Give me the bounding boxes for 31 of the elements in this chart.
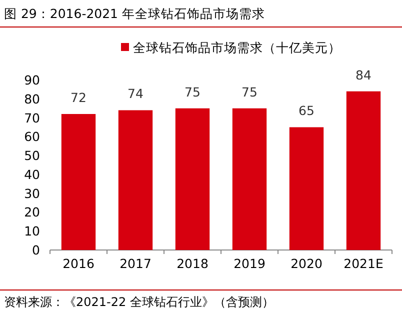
x-tick-label: 2020 <box>290 256 322 271</box>
y-tick-label: 60 <box>24 129 40 144</box>
y-tick-label: 70 <box>24 110 40 126</box>
data-label: 74 <box>128 86 144 102</box>
bar <box>61 114 96 250</box>
y-tick-label: 90 <box>24 72 40 88</box>
bar <box>118 110 153 250</box>
legend-label: 全球钻石饰品市场需求（十亿美元） <box>133 40 341 55</box>
bar <box>175 108 210 250</box>
data-label: 84 <box>356 67 372 82</box>
data-label: 72 <box>70 90 86 105</box>
y-tick-label: 30 <box>24 186 40 201</box>
bar <box>232 108 267 250</box>
y-tick-label: 20 <box>24 204 40 220</box>
x-tick-label: 2017 <box>120 256 152 271</box>
x-tick-label: 2016 <box>62 256 94 271</box>
data-label: 75 <box>184 84 200 100</box>
x-tick-label: 2018 <box>176 256 208 271</box>
y-tick-label: 10 <box>24 224 40 239</box>
y-tick-label: 50 <box>24 148 40 164</box>
x-tick-label: 2019 <box>234 256 266 271</box>
bar <box>289 127 324 250</box>
y-tick-label: 40 <box>24 166 40 182</box>
text: 资料来源：《2021-22 全球钻石行业》（含预测） <box>4 295 274 309</box>
bar <box>346 91 381 250</box>
y-tick-label: 80 <box>24 91 40 106</box>
data-label: 75 <box>242 84 258 100</box>
title: 图 29：2016-2021 年全球钻石饰品市场需求 <box>4 6 265 21</box>
data-label: 65 <box>298 103 314 118</box>
y-tick-label: 0 <box>32 242 40 258</box>
x-tick-label: 2021E <box>344 256 384 271</box>
